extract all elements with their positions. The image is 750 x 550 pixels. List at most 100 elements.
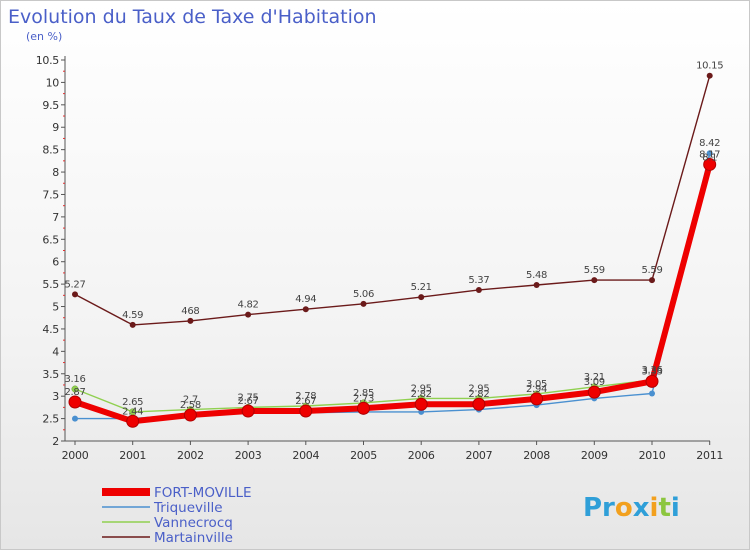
y-tick-label: 4: [52, 345, 59, 358]
data-label: 2.85: [353, 388, 374, 399]
data-point: [530, 392, 544, 406]
series-line-martainville: [74, 75, 711, 326]
x-tick-label: 2002: [177, 449, 204, 462]
y-tick-label: 8: [52, 166, 59, 179]
data-label: 4.59: [122, 310, 143, 321]
data-label: 2.95: [411, 383, 432, 394]
y-tick-label: 3: [52, 390, 59, 403]
x-tick-label: 2000: [62, 449, 89, 462]
legend-label-martainville: Martainville: [154, 530, 233, 546]
data-point: [183, 408, 197, 422]
data-label: 468: [181, 306, 199, 317]
data-label: 5.59: [641, 265, 662, 276]
data-point: [72, 415, 78, 422]
data-label: 2.94: [526, 384, 547, 395]
data-point: [649, 277, 655, 284]
data-label: 5.48: [526, 270, 547, 281]
data-label: 2.67: [238, 396, 259, 407]
series-line-vannecrocq: [74, 167, 711, 413]
data-label: 8.42: [699, 138, 720, 149]
y-tick-label: 10.5: [36, 54, 60, 67]
data-label: 4.82: [238, 300, 259, 311]
data-label: 4.94: [295, 294, 316, 305]
x-tick-label: 2008: [523, 449, 550, 462]
series-line-triqueville: [75, 153, 711, 420]
legend-label-triqueville: Triqueville: [153, 500, 223, 516]
logo-letter: o: [615, 493, 633, 523]
data-point: [357, 401, 370, 415]
data-label: 2.82: [411, 389, 432, 400]
data-point: [706, 150, 713, 157]
logo-letter: Pr: [583, 493, 615, 523]
chart-title: Evolution du Taux de Taxe d'Habitation: [8, 6, 377, 28]
data-point: [187, 317, 194, 324]
data-point: [418, 294, 425, 301]
y-tick-label: 10: [46, 76, 60, 89]
data-point: [587, 385, 601, 399]
data-label: 2.65: [122, 397, 143, 408]
series-points: [68, 72, 717, 428]
data-point: [71, 385, 79, 393]
y-tick-label: 2: [52, 435, 59, 448]
data-point: [241, 404, 255, 418]
data-point: [126, 414, 140, 428]
data-label: 2.67: [295, 396, 316, 407]
y-tick-label: 6.5: [42, 233, 59, 246]
y-tick-label: 9.5: [42, 99, 59, 112]
x-tick-label: 2011: [696, 449, 723, 462]
data-point: [72, 291, 78, 298]
data-label: 3.21: [584, 372, 605, 383]
y-tick-label: 4.5: [42, 323, 59, 336]
data-label: 2.75: [238, 392, 259, 403]
data-label: 8.1: [702, 153, 717, 164]
data-labels: 2.87 2.44 2.58 2.67 2.67 2.73 2.82 2.82 2.94 3.09…: [64, 61, 723, 418]
y-tick-label: 8.5: [42, 144, 59, 157]
legend-label-fort-moville: FORT-MOVILLE: [154, 485, 252, 501]
y-tick-label: 5: [52, 301, 59, 314]
y-tick-label: 6: [52, 256, 59, 269]
data-point: [68, 395, 82, 409]
data-label: 2.58: [180, 400, 201, 411]
data-point: [703, 157, 717, 171]
data-point: [414, 397, 428, 411]
data-label: 2.78: [295, 391, 316, 402]
data-point: [360, 300, 367, 307]
data-point: [591, 277, 598, 284]
logo-letter: x: [633, 493, 650, 523]
data-label: 8.17: [699, 149, 720, 160]
data-label: 3.33: [641, 366, 662, 377]
data-point: [645, 374, 659, 388]
x-tick-label: 2004: [292, 449, 319, 462]
data-label: 3.05: [526, 379, 547, 390]
legend: FORT-MOVILLETriquevilleVannecrocqMartain…: [102, 485, 252, 546]
series-line-fort-moville: [74, 163, 713, 425]
data-point: [245, 311, 252, 318]
data-point: [649, 390, 655, 397]
data-point: [475, 286, 482, 293]
data-label: 5.06: [353, 289, 374, 300]
y-tick-label: 7.5: [42, 188, 59, 201]
data-label: 3.16: [64, 374, 85, 385]
x-tick-label: 2003: [235, 449, 262, 462]
y-tick-label: 2.5: [42, 413, 59, 426]
axes: 2 2.5 3 3.5 4 4.5 5 5.5 6 6.5 7 7.5 8 8.5 9 9.5 10 10.5 20…: [36, 54, 724, 462]
chart-subtitle: (en %): [26, 30, 63, 43]
data-label: 5.21: [411, 282, 432, 293]
data-label: 5.59: [584, 265, 605, 276]
y-tick-label: 9: [52, 121, 59, 134]
data-label: 2.73: [353, 393, 374, 404]
x-tick-label: 2001: [119, 449, 146, 462]
x-tick-label: 2010: [639, 449, 666, 462]
data-point: [472, 397, 486, 411]
logo-letter: i: [671, 493, 680, 523]
x-tick-label: 2007: [466, 449, 493, 462]
data-label: 3.09: [584, 377, 605, 388]
x-tick-label: 2006: [408, 449, 435, 462]
legend-label-vannecrocq: Vannecrocq: [154, 515, 233, 531]
data-point: [129, 321, 136, 328]
data-point: [302, 306, 309, 313]
logo-letter: i: [650, 493, 659, 523]
data-point: [706, 72, 713, 79]
data-label: 2.7: [183, 395, 198, 406]
